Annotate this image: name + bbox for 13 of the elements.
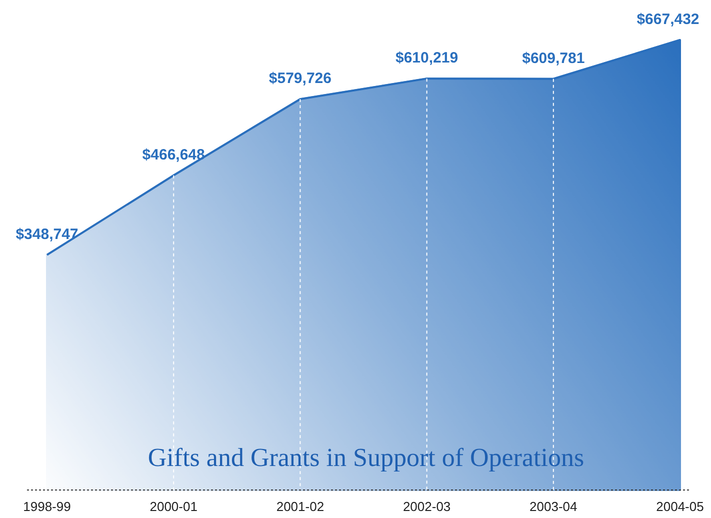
x-tick-label: 2000-01 (150, 499, 198, 514)
data-label: $579,726 (268, 70, 332, 88)
x-tick-label: 2004-05 (656, 499, 704, 514)
text: Gifts and Grants in Support of Operations (148, 443, 584, 472)
data-label: $466,648 (142, 146, 205, 164)
x-tick-label: 2001-02 (276, 499, 324, 514)
data-label: $667,432 (636, 11, 700, 28)
x-tick-label: 2003-04 (530, 499, 578, 514)
data-label: $610,219 (396, 50, 458, 67)
data-label: $348,747 (16, 226, 78, 243)
x-tick-label: 2002-03 (402, 499, 451, 514)
x-tick-label: 1998-99 (23, 499, 71, 514)
data-label: $609,781 (522, 50, 585, 67)
